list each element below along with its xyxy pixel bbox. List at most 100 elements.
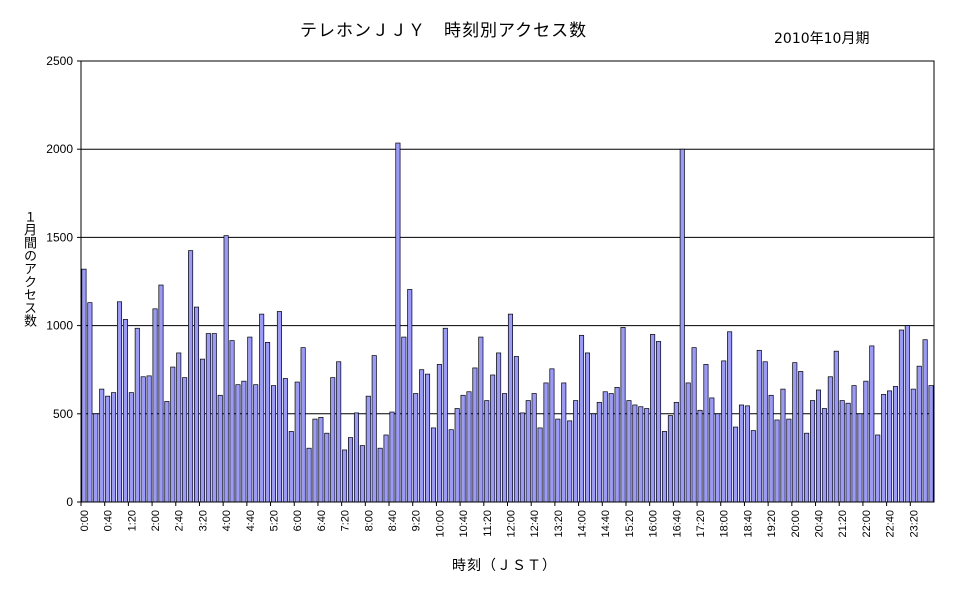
bar [282, 378, 288, 503]
x-tick-label: 16:40 [671, 510, 683, 538]
bar [602, 391, 608, 503]
bar [324, 432, 330, 503]
x-tick-label: 10:40 [458, 510, 470, 538]
bar [389, 411, 395, 503]
bar [839, 400, 845, 503]
bar [182, 377, 188, 503]
x-tick-label: 3:20 [197, 510, 209, 531]
bar [472, 367, 478, 503]
bar [703, 364, 709, 503]
bar [590, 413, 596, 503]
bar [330, 377, 336, 503]
bar [709, 397, 715, 503]
bar [152, 308, 158, 503]
bar [756, 349, 762, 503]
x-tick-label: 23:20 [908, 510, 920, 538]
x-tick-label: 18:00 [719, 510, 731, 538]
x-tick-label: 20:40 [813, 510, 825, 538]
x-tick-label: 8:40 [387, 510, 399, 531]
y-tick-label: 1000 [46, 319, 73, 333]
bar [733, 426, 739, 503]
bar [247, 336, 253, 503]
bar [407, 289, 413, 503]
bar [312, 418, 318, 503]
bar [306, 447, 312, 503]
bar [549, 368, 555, 503]
bar [353, 412, 359, 503]
x-tick-label: 10:00 [434, 510, 446, 538]
bar [928, 385, 934, 503]
bar [211, 333, 217, 503]
x-tick-label: 4:40 [245, 510, 257, 531]
bar [128, 392, 134, 503]
bar [715, 413, 721, 503]
x-tick-label: 19:20 [766, 510, 778, 538]
bar [768, 394, 774, 503]
bar [750, 430, 756, 503]
y-axis-label: １月間のアクセス数 [21, 210, 36, 327]
bar [614, 386, 620, 503]
x-tick-label: 18:40 [742, 510, 754, 538]
x-tick-label: 14:40 [600, 510, 612, 538]
bar [804, 432, 810, 503]
bar [490, 374, 496, 503]
bar [638, 406, 644, 503]
bar [99, 388, 105, 503]
bar [744, 405, 750, 503]
bar [188, 250, 194, 503]
bar [786, 418, 792, 503]
bar [810, 400, 816, 503]
bar [887, 390, 893, 503]
bar [922, 339, 928, 503]
bar [555, 418, 561, 503]
bar [727, 331, 733, 503]
bar [661, 431, 667, 503]
x-axis-label: 時刻（ＪＳＴ） [452, 558, 557, 574]
bar [276, 311, 282, 503]
bar [762, 361, 768, 503]
bar [336, 361, 342, 503]
bar [561, 382, 567, 503]
x-tick-label: 15:20 [624, 510, 636, 538]
bar [383, 434, 389, 503]
x-tick-label: 2:40 [174, 510, 186, 531]
bar [419, 369, 425, 503]
x-tick-label: 12:00 [505, 510, 517, 538]
x-tick-label: 8:00 [363, 510, 375, 531]
x-tick-label: 1:20 [126, 510, 138, 531]
y-tick-label: 0 [66, 495, 73, 509]
bar [827, 376, 833, 503]
bar [531, 393, 537, 503]
bar [904, 325, 910, 503]
x-tick-label: 12:40 [529, 510, 541, 538]
bar [821, 408, 827, 503]
bar [235, 384, 241, 503]
y-tick-label: 2000 [46, 142, 73, 156]
bar [294, 381, 300, 503]
bar [833, 350, 839, 503]
bar [365, 395, 371, 503]
bar [685, 382, 691, 503]
bar [650, 334, 656, 503]
bar [134, 327, 140, 503]
bar [525, 400, 531, 503]
bar [199, 358, 205, 503]
x-tick-label: 0:40 [103, 510, 115, 531]
bar [697, 409, 703, 503]
bar [413, 393, 419, 503]
bar [359, 445, 365, 503]
bar [543, 382, 549, 503]
bar [454, 408, 460, 503]
bar [916, 365, 922, 503]
bar [567, 420, 573, 503]
y-tick-label: 500 [53, 407, 73, 421]
x-tick-label: 22:40 [885, 510, 897, 538]
bar [271, 385, 277, 503]
bar [502, 393, 508, 503]
bar [875, 434, 881, 503]
bar [460, 394, 466, 503]
bar [644, 408, 650, 503]
bar [626, 400, 632, 503]
bar [584, 352, 590, 503]
bar [223, 235, 229, 503]
